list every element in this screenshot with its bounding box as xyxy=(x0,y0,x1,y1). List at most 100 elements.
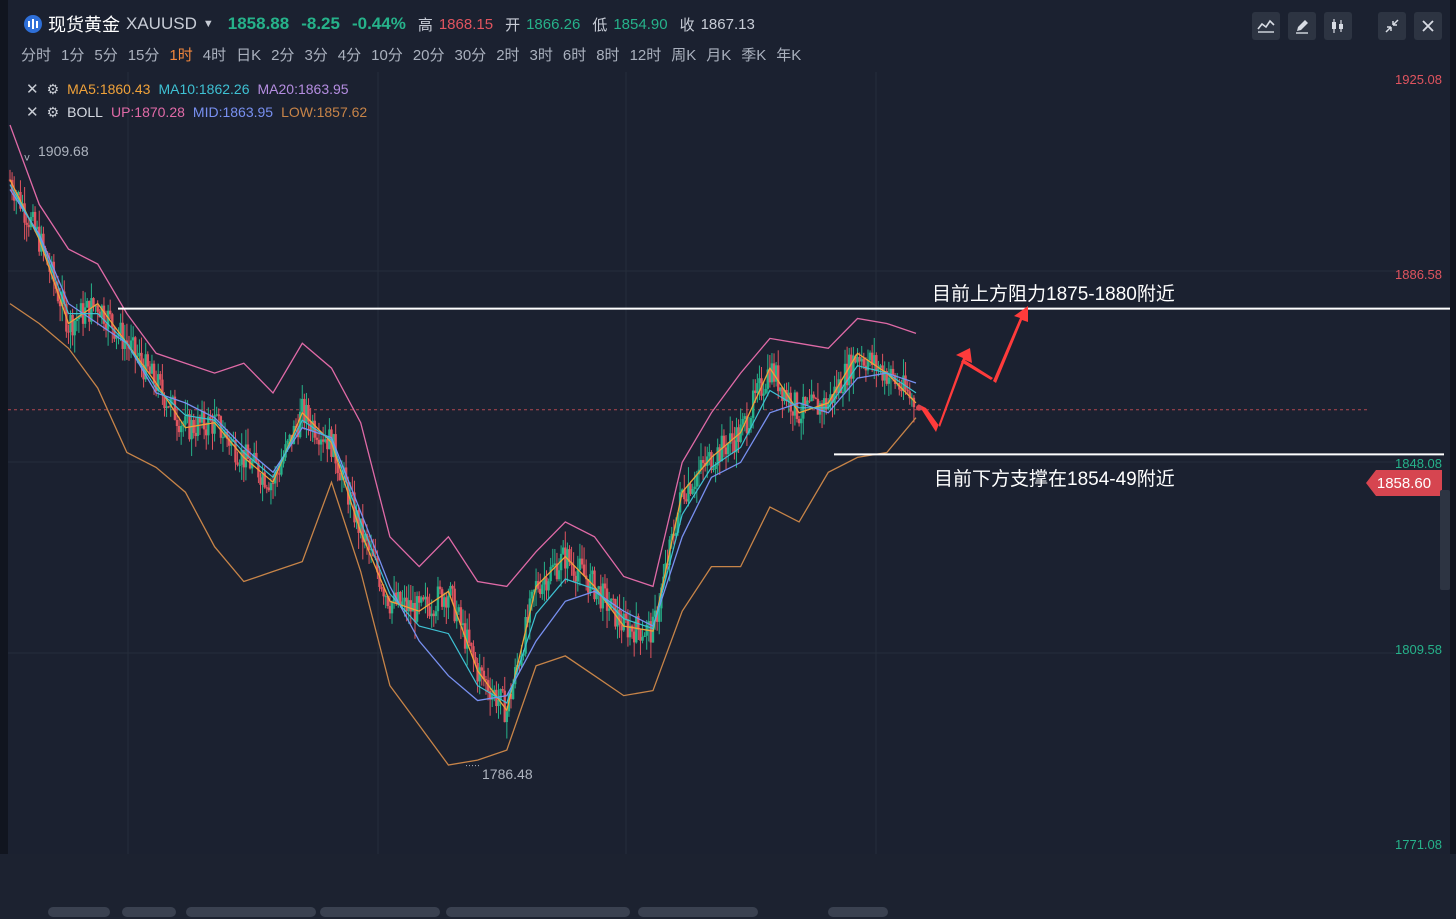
candle-body xyxy=(403,597,406,602)
window-frame-right xyxy=(1450,0,1456,854)
candle-body xyxy=(733,440,736,453)
candle-body xyxy=(123,340,127,349)
period-tab[interactable]: 6时 xyxy=(562,47,587,64)
candle-body xyxy=(413,602,417,622)
candle-body xyxy=(574,575,577,582)
candle-body xyxy=(593,570,596,600)
candle-body xyxy=(215,414,218,416)
candle-body xyxy=(685,499,688,502)
candle-body xyxy=(756,383,759,393)
remove-indicator-icon[interactable]: ✕ xyxy=(26,104,39,121)
line-chart-icon[interactable] xyxy=(1252,12,1280,40)
candle-body xyxy=(557,570,561,580)
period-tab[interactable]: 季K xyxy=(741,47,767,64)
candle-body xyxy=(814,397,817,399)
period-tab[interactable]: 2分 xyxy=(271,47,295,64)
candle-body xyxy=(353,492,356,523)
pencil-icon[interactable] xyxy=(1288,12,1316,40)
candle-body xyxy=(724,447,728,455)
candle-body xyxy=(422,597,425,600)
period-tab[interactable]: 日K xyxy=(236,47,262,64)
candle-body xyxy=(858,356,861,362)
candle-body xyxy=(169,398,172,408)
candle-body xyxy=(714,465,717,469)
time-axis-labels xyxy=(48,907,888,917)
collapse-icon[interactable] xyxy=(1378,12,1406,40)
period-tab[interactable]: 3时 xyxy=(529,47,553,64)
candle-body xyxy=(58,301,62,307)
candle-body xyxy=(614,598,617,627)
candle-body xyxy=(601,583,605,609)
period-tab[interactable]: 4分 xyxy=(337,47,362,64)
candle-body xyxy=(783,389,786,402)
candle-body xyxy=(430,613,433,617)
boll-low-value: LOW:1857.62 xyxy=(281,104,368,120)
gear-icon[interactable]: ⚙ xyxy=(46,103,60,120)
price-change-pct: -0.44% xyxy=(351,14,406,33)
ma10-value: MA10:1862.26 xyxy=(158,81,250,97)
chart-area[interactable]: v ✕ ⚙ MA5:1860.43 MA10:1862.26 MA20:1863… xyxy=(8,72,1450,917)
period-tab[interactable]: 15分 xyxy=(127,47,160,64)
candle-body xyxy=(234,440,237,463)
period-tab[interactable]: 年K xyxy=(776,47,802,64)
candle-body xyxy=(420,597,423,603)
period-tab[interactable]: 1时 xyxy=(169,47,193,64)
candle-body xyxy=(649,621,653,643)
price-scale-handle[interactable] xyxy=(1440,490,1450,590)
period-tab[interactable]: 1分 xyxy=(61,47,85,64)
candle-body xyxy=(150,363,154,374)
close-icon[interactable] xyxy=(1414,12,1442,40)
candle-body xyxy=(545,577,548,591)
candle-body xyxy=(777,365,780,392)
candle-body xyxy=(15,195,18,201)
candle-body xyxy=(138,352,141,356)
period-tab[interactable]: 3分 xyxy=(304,47,328,64)
candle-body xyxy=(810,394,813,402)
candle-body xyxy=(779,387,782,392)
candle-body xyxy=(211,420,214,434)
candle-body xyxy=(589,574,592,593)
boll-up-value: UP:1870.28 xyxy=(110,104,185,120)
period-tab[interactable]: 周K xyxy=(671,47,697,64)
candle-body xyxy=(766,369,769,389)
candle-body xyxy=(286,440,289,445)
instrument-symbol[interactable]: XAUUSD xyxy=(126,14,197,33)
candle-body xyxy=(461,623,465,626)
candle-body xyxy=(873,355,876,366)
chart-canvas[interactable]: v xyxy=(8,72,1450,854)
candle-body xyxy=(205,429,208,436)
candle-body xyxy=(712,468,715,471)
period-tab[interactable]: 12时 xyxy=(629,47,662,64)
period-tab[interactable]: 2时 xyxy=(496,47,520,64)
low-value: 1854.90 xyxy=(613,15,668,33)
candlestick-icon[interactable] xyxy=(1324,12,1352,40)
period-tab[interactable]: 20分 xyxy=(412,47,445,64)
candle-body xyxy=(587,579,590,593)
period-tab[interactable]: 10分 xyxy=(371,47,403,64)
chevron-down-icon[interactable]: ▼ xyxy=(202,18,214,30)
candle-body xyxy=(136,355,139,357)
candle-body xyxy=(839,379,843,394)
candle-body xyxy=(804,396,807,405)
period-tab[interactable]: 4时 xyxy=(202,47,227,64)
candle-body xyxy=(221,437,225,439)
candle-body xyxy=(271,483,275,485)
candle-body xyxy=(409,600,413,612)
gear-icon[interactable]: ⚙ xyxy=(46,80,60,97)
period-tab[interactable]: 5分 xyxy=(94,47,118,64)
candle-body xyxy=(710,452,713,471)
candle-body xyxy=(511,684,515,699)
candle-body xyxy=(568,549,571,563)
remove-indicator-icon[interactable]: ✕ xyxy=(26,81,39,98)
period-high-marker: 1909.68 xyxy=(38,143,89,159)
candle-body xyxy=(411,602,415,612)
candle-body xyxy=(524,617,527,654)
period-tab[interactable]: 分时 xyxy=(21,47,52,64)
candle-body xyxy=(683,489,686,500)
candle-body xyxy=(92,298,95,307)
period-tab[interactable]: 月K xyxy=(706,47,732,64)
period-tab[interactable]: 30分 xyxy=(454,47,487,64)
period-tab[interactable]: 8时 xyxy=(596,47,620,64)
candle-body xyxy=(317,439,321,445)
